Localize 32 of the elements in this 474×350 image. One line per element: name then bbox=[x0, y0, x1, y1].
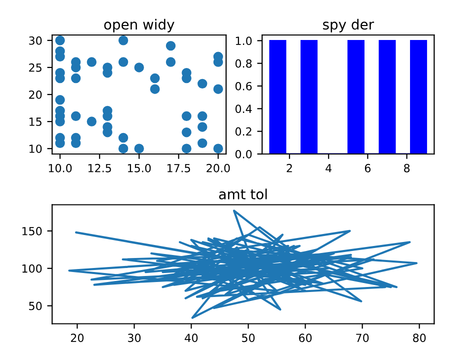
x-tick-label: 30 bbox=[128, 334, 141, 342]
x-tick-label: 12.5 bbox=[88, 164, 111, 172]
y-tick-label: 50 bbox=[29, 302, 42, 310]
x-tick-label: 6 bbox=[364, 164, 371, 172]
y-tick-label: 10 bbox=[30, 144, 42, 153]
x-tick-label: 40 bbox=[184, 334, 198, 342]
x-tick-label: 80 bbox=[413, 334, 426, 342]
y-tick-label: 0.4 bbox=[235, 104, 252, 114]
x-tick-label: 2 bbox=[286, 164, 292, 172]
y-tick-label: 0.0 bbox=[235, 150, 252, 158]
y-tick-label: 0.8 bbox=[235, 59, 252, 68]
x-tick-label: 17.5 bbox=[168, 164, 190, 172]
x-tick-label: 15.0 bbox=[128, 164, 151, 172]
x-tick-label: 4 bbox=[326, 164, 332, 172]
y-tick-label: 30 bbox=[29, 36, 42, 45]
x-tick-label: 20.0 bbox=[206, 164, 230, 172]
x-tick-label: 70 bbox=[356, 334, 369, 342]
y-tick-label: 25 bbox=[29, 63, 42, 72]
y-tick-label: 0.2 bbox=[235, 127, 252, 136]
x-tick-label: 10.0 bbox=[48, 164, 72, 172]
x-tick-label: 60 bbox=[299, 334, 312, 342]
y-tick-label: 150 bbox=[22, 226, 42, 236]
chart-title: open widy bbox=[104, 18, 174, 32]
x-tick-label: 20 bbox=[70, 334, 84, 342]
y-tick-label: 20 bbox=[29, 90, 42, 99]
y-tick-label: 1.0 bbox=[236, 36, 252, 46]
chart-title: amt tol bbox=[219, 188, 267, 200]
y-tick-label: 0.6 bbox=[235, 82, 252, 90]
y-tick-label: 15 bbox=[30, 118, 42, 126]
chart-title: spy der bbox=[323, 18, 374, 32]
y-tick-label: 100 bbox=[22, 264, 42, 273]
x-tick-label: 8 bbox=[404, 164, 410, 172]
